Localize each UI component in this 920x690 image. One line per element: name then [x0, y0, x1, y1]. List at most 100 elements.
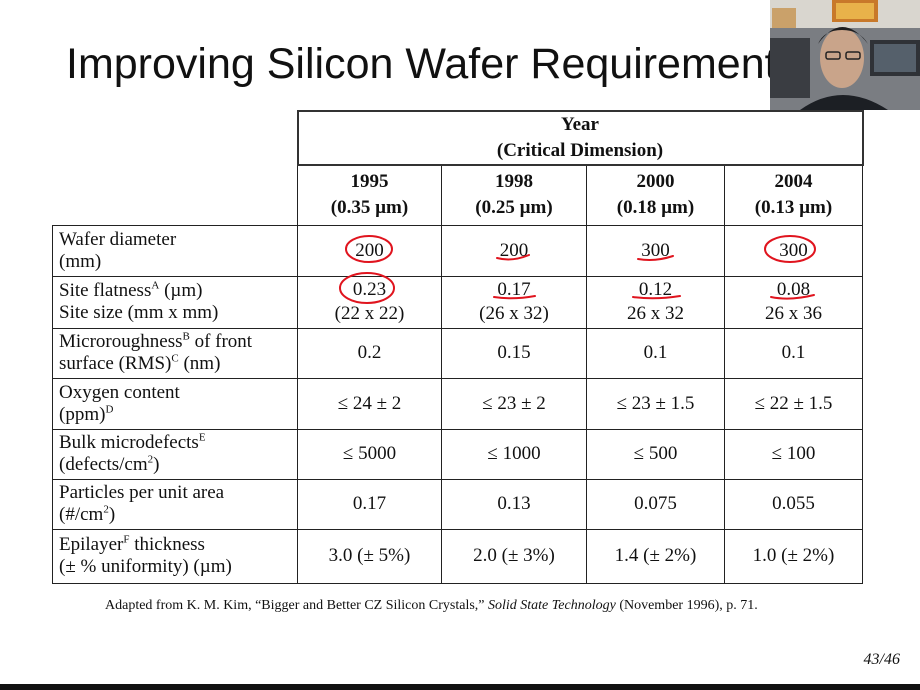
webcam-overlay — [770, 0, 920, 110]
table-cell: 0.075 — [586, 478, 725, 530]
circle-annotation-0.23 — [339, 272, 395, 304]
row-label-line1: EpilayerF thickness — [59, 534, 291, 556]
caption-text: Adapted from K. M. Kim, “Bigger and Bett… — [105, 598, 488, 613]
column-year: 1998 — [495, 171, 533, 193]
caption-journal: Solid State Technology — [488, 598, 616, 613]
table-cell: 0.1 — [724, 327, 863, 379]
cell-line2: 26 x 36 — [765, 303, 822, 324]
label-text: (µm) — [159, 280, 203, 301]
cell-line1: 0.12 — [638, 279, 673, 300]
column-year: 2004 — [774, 171, 813, 193]
cell-line2: (22 x 22) — [334, 303, 405, 324]
row-label-line2: Site size (mm x mm) — [59, 302, 219, 323]
row-label-line2: surface (RMS)C (nm) — [59, 353, 291, 375]
footnote-marker: D — [105, 403, 114, 416]
label-text: Site flatness — [59, 280, 152, 301]
footnote-marker: E — [198, 431, 206, 444]
slide-title: Improving Silicon Wafer Requirements — [66, 40, 799, 88]
underline-annotation-0.17 — [493, 295, 536, 300]
column-cd: (0.13 µm) — [754, 197, 833, 219]
row-label-line1: Wafer diameter — [59, 228, 177, 250]
row-label-line2: (± % uniformity) (µm) — [59, 556, 232, 577]
table-cell: 0.12 26 x 32 — [586, 275, 725, 329]
row-label-line2: (ppm)D — [59, 404, 291, 426]
table-cell: 0.17 (26 x 32) — [441, 275, 587, 329]
cell-line1: 0.23 — [352, 279, 387, 300]
table-cell: 2.0 (± 3%) — [441, 528, 587, 584]
table-row: Particles per unit area (#/cm2) 0.17 0.1… — [52, 478, 863, 530]
row-label-line1: Oxygen content — [59, 381, 180, 403]
footnote-marker: F — [123, 533, 130, 546]
table-cell: ≤ 22 ± 1.5 — [724, 377, 863, 430]
table-row: Bulk microdefectsE (defects/cm2) ≤ 5000 … — [52, 428, 863, 480]
table-cell: ≤ 23 ± 1.5 — [586, 377, 725, 430]
row-label: Bulk microdefectsE (defects/cm2) — [52, 428, 298, 480]
table-cell: ≤ 23 ± 2 — [441, 377, 587, 430]
label-text: (ppm) — [59, 403, 106, 425]
circle-annotation-300 — [764, 235, 816, 263]
underline-annotation-0.12 — [632, 295, 681, 300]
table-cell: 0.17 — [297, 478, 442, 530]
row-label: EpilayerF thickness (± % uniformity) (µm… — [52, 528, 298, 584]
source-caption: Adapted from K. M. Kim, “Bigger and Bett… — [105, 598, 758, 614]
column-cd: (0.25 µm) — [475, 197, 553, 219]
row-label-line2: (defects/cm2) — [59, 454, 291, 476]
superscript: 2 — [103, 503, 109, 516]
column-cd: (0.35 µm) — [330, 197, 409, 219]
table-cell: 0.08 26 x 36 — [724, 275, 863, 329]
row-label-line2: (mm) — [59, 250, 102, 272]
table-row: EpilayerF thickness (± % uniformity) (µm… — [52, 528, 863, 584]
underline-annotation-200 — [496, 254, 530, 261]
row-label: Oxygen content (ppm)D — [52, 377, 298, 430]
column-cd: (0.18 µm) — [616, 197, 695, 219]
year-header: Year (Critical Dimension) — [296, 110, 864, 166]
footnote-marker: A — [151, 279, 160, 292]
year-header-line2: (Critical Dimension) — [496, 140, 664, 161]
column-year: 1995 — [350, 171, 389, 193]
label-text: surface (RMS) — [59, 353, 172, 374]
column-header-1998: 1998 (0.25 µm) — [441, 164, 587, 226]
caption-text: (November 1996), p. 71. — [615, 598, 758, 613]
column-year: 2000 — [636, 171, 675, 193]
row-label: Particles per unit area (#/cm2) — [52, 478, 298, 530]
table-cell: 300 — [586, 224, 725, 277]
row-label: Site flatnessA (µm) Site size (mm x mm) — [52, 275, 298, 329]
label-text: Epilayer — [59, 534, 124, 555]
cell-line1: 0.17 — [497, 279, 531, 300]
row-label-line1: Bulk microdefectsE — [59, 432, 291, 454]
superscript: 2 — [147, 453, 154, 466]
column-header-2004: 2004 (0.13 µm) — [724, 164, 863, 226]
row-label-line1: Site flatnessA (µm) — [59, 280, 291, 302]
column-header-2000: 2000 (0.18 µm) — [586, 164, 725, 226]
table-cell: 200 — [441, 224, 587, 277]
label-text: ) — [108, 504, 116, 525]
table-cell: ≤ 24 ± 2 — [297, 377, 442, 430]
table-row: Wafer diameter (mm) 200 200 300 300 — [52, 224, 863, 277]
row-label-line2: (#/cm2) — [59, 504, 291, 526]
label-text: Microroughness — [59, 331, 183, 352]
row-label: MicroroughnessB of front surface (RMS)C … — [52, 327, 298, 379]
footnote-marker: C — [171, 352, 179, 365]
table-cell: 1.0 (± 2%) — [724, 528, 863, 584]
presenter-video-icon — [770, 0, 920, 110]
underline-annotation-0.08 — [770, 294, 815, 300]
label-text: of front — [189, 331, 253, 352]
label-text: ) — [153, 454, 160, 475]
label-text: (defects/cm — [59, 454, 148, 475]
table-cell: ≤ 100 — [724, 428, 863, 480]
cell-line2: 26 x 32 — [627, 303, 684, 324]
label-text: (#/cm — [59, 504, 104, 525]
label-text: Bulk microdefects — [59, 432, 199, 453]
table-cell: 1.4 (± 2%) — [586, 528, 725, 584]
cell-line1: 0.08 — [776, 279, 811, 300]
row-label-line1: MicroroughnessB of front — [59, 331, 291, 353]
wafer-requirements-table: Year (Critical Dimension) 1995 (0.35 µm) … — [52, 110, 864, 584]
circle-annotation-200 — [345, 235, 393, 263]
row-label-line1: Particles per unit area — [59, 482, 225, 503]
table-cell: 300 — [724, 224, 863, 277]
table-row: Oxygen content (ppm)D ≤ 24 ± 2 ≤ 23 ± 2 … — [52, 377, 863, 430]
row-label: Wafer diameter (mm) — [52, 224, 298, 277]
page-number: 43/46 — [863, 651, 900, 668]
table-cell: 200 — [297, 224, 442, 277]
